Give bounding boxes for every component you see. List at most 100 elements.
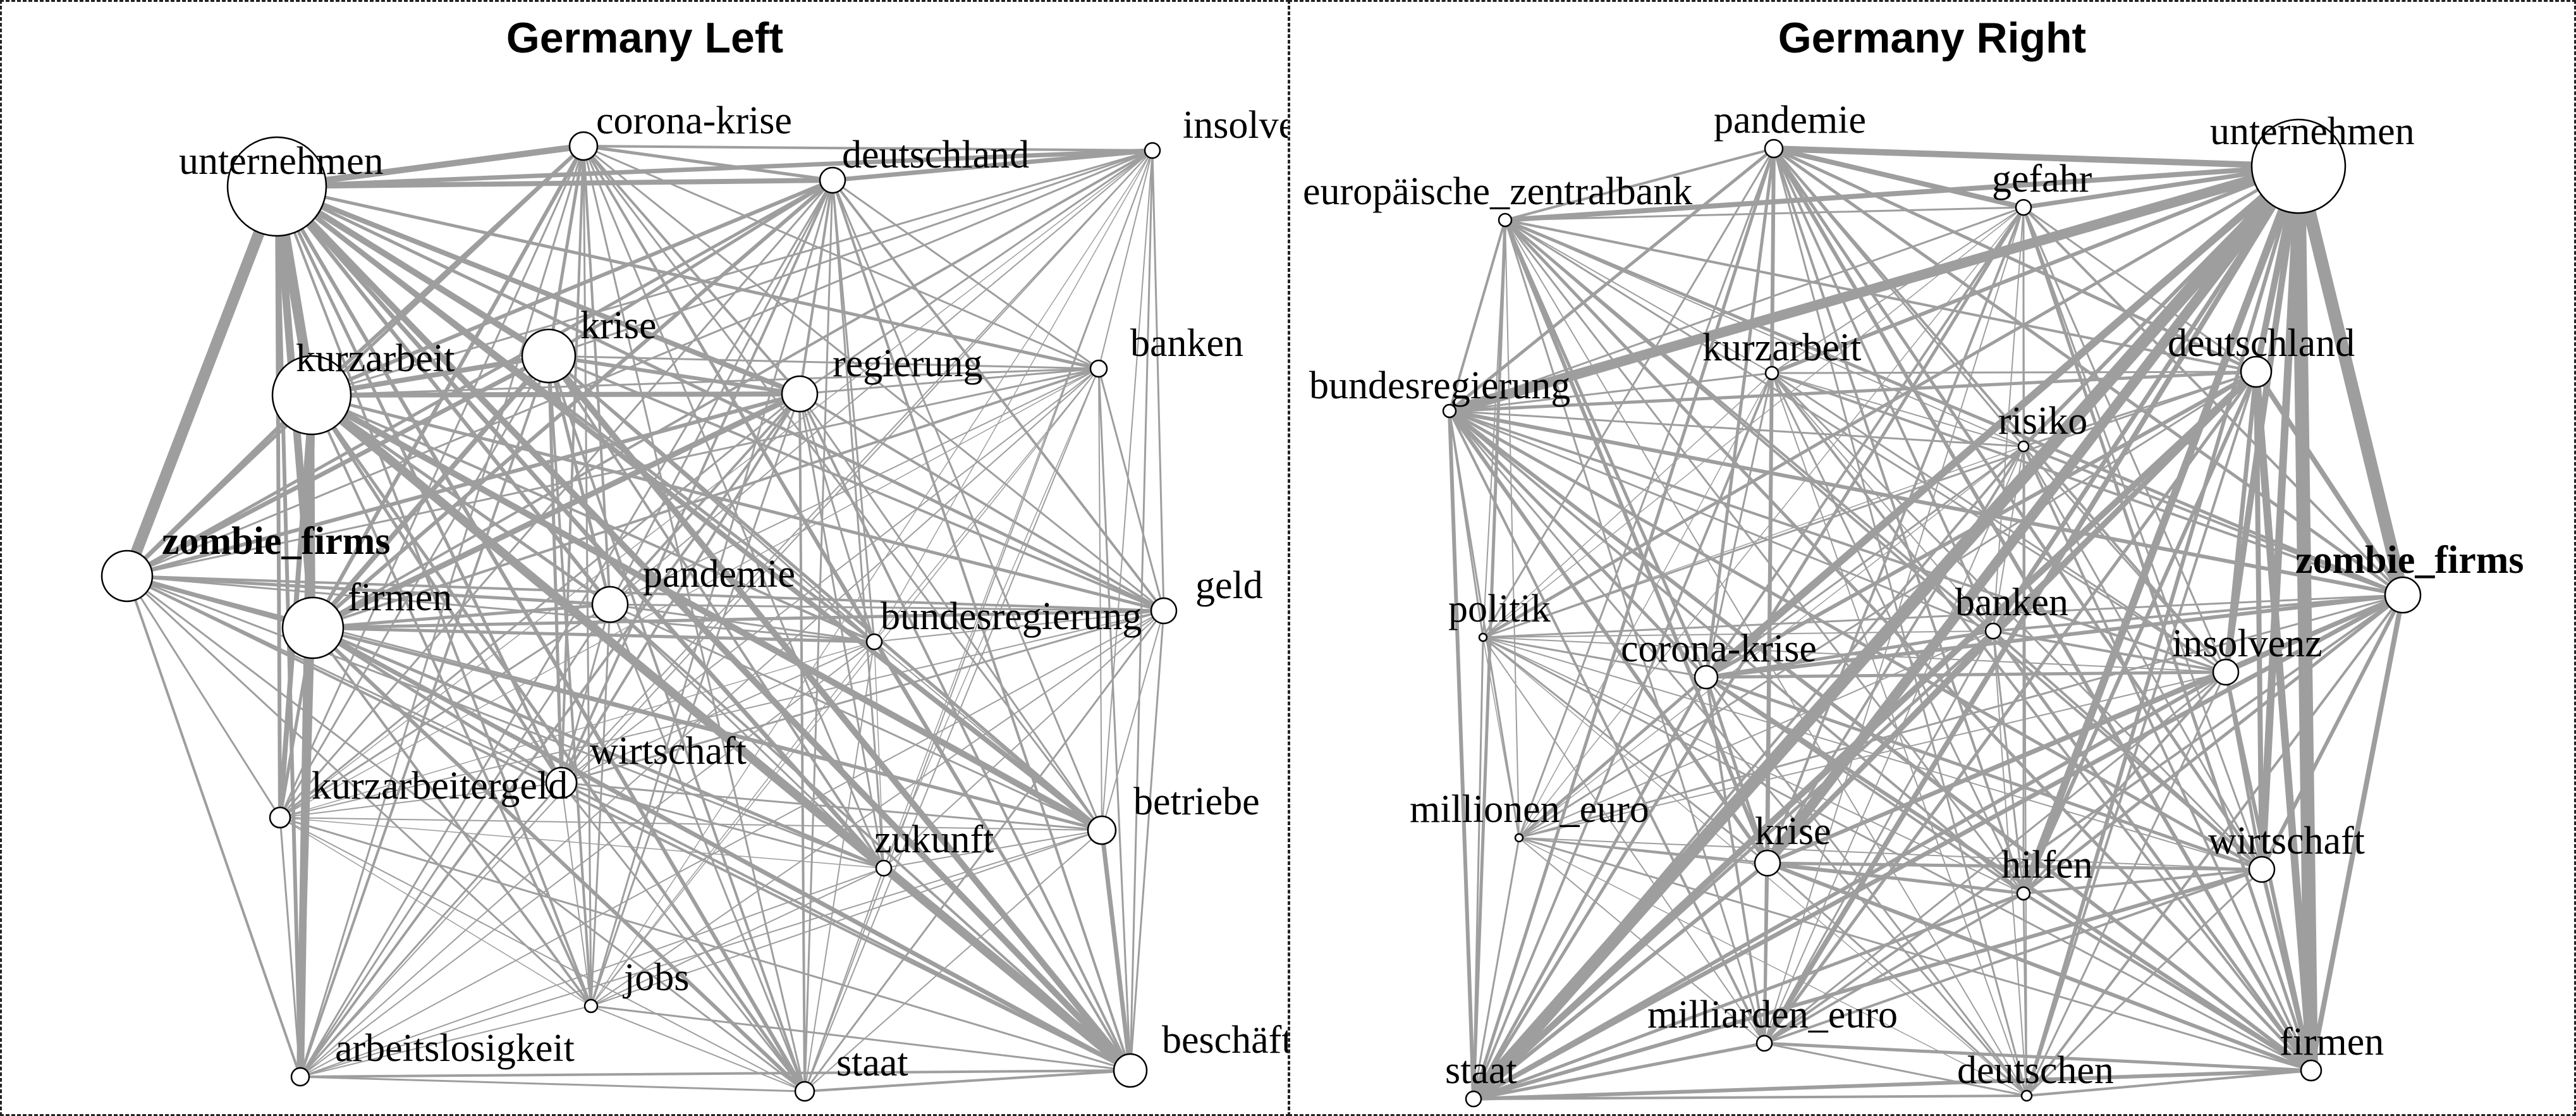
node-firmen bbox=[2300, 1059, 2323, 1082]
edge-besch-ftigte-kurzarbeitergeld bbox=[279, 816, 1132, 1072]
label-bundesregierung: bundesregierung bbox=[881, 595, 1142, 638]
edge-zombie-firms-insolvenz bbox=[126, 149, 1154, 577]
edge-banken-insolvenz bbox=[1098, 150, 1153, 369]
edge-zombie-firms-zukunft bbox=[126, 575, 885, 869]
edge-krise-regierung bbox=[547, 354, 802, 396]
edge-zombie-firms-corona-krise bbox=[125, 144, 585, 578]
edge-unternehmen-insolvenz bbox=[274, 148, 1155, 189]
node-corona-krise bbox=[568, 131, 599, 161]
label-regierung: regierung bbox=[833, 342, 983, 385]
edge-firmen-insolvenz bbox=[312, 149, 1154, 629]
edge-corona-krise-risiko bbox=[1705, 445, 2025, 678]
edge-deutschland-jobs bbox=[590, 179, 834, 1007]
edge-krise-banken bbox=[547, 355, 1100, 370]
node-betriebe bbox=[1087, 815, 1117, 845]
edge-risiko-politik bbox=[1482, 446, 2024, 638]
edge-corona-krise-wirtschaft bbox=[1704, 675, 2264, 871]
node-pandemie bbox=[1764, 138, 1784, 159]
edge-hilfen-milliarden-euro bbox=[1763, 892, 2025, 1045]
label-unternehmen: unternehmen bbox=[179, 140, 384, 183]
edge-geld-banken bbox=[1097, 367, 1165, 612]
node-millionen-euro bbox=[1514, 833, 1524, 843]
label-pandemie: pandemie bbox=[643, 553, 795, 596]
label-deutschen: deutschen bbox=[1957, 1049, 2114, 1092]
edge-zombie-firms-arbeitslosigkeit bbox=[126, 575, 302, 1078]
label-pandemie: pandemie bbox=[1714, 99, 1866, 142]
edge-regierung-staat bbox=[798, 393, 806, 1093]
edge-corona-krise-insolvenz bbox=[1704, 670, 2228, 679]
label-zukunft: zukunft bbox=[874, 818, 994, 861]
edge-europ-ische-zentralbank-gefahr bbox=[1504, 206, 2025, 221]
edge-pandemie-betriebe bbox=[609, 603, 1103, 831]
edge-pandemie-bundesregierung bbox=[1448, 147, 1776, 413]
edge-deutschland-staat bbox=[803, 179, 834, 1093]
edge-wirtschaft-hilfen bbox=[2022, 868, 2263, 895]
edge-risiko-deutschen bbox=[2023, 446, 2027, 1096]
edge-pandemie-corona-krise bbox=[1704, 147, 1776, 679]
edge-krise-politik bbox=[1482, 636, 1769, 864]
edge-unternehmen-betriebe bbox=[274, 184, 1104, 833]
edge-gefahr-millionen-euro bbox=[1518, 207, 2024, 838]
node-zombie-firms bbox=[101, 549, 154, 603]
edge-kurzarbeitergeld-bundesregierung bbox=[279, 641, 875, 818]
edge-milliarden-euro-risiko bbox=[1764, 446, 2024, 1044]
edge-firmen-kurzarbeit bbox=[1771, 372, 2312, 1072]
edge-staat-politik bbox=[1472, 636, 1484, 1100]
label-politik: politik bbox=[1448, 587, 1551, 630]
edge-insolvenz-millionen-euro bbox=[1518, 671, 2226, 838]
node-zombie-firms bbox=[2384, 576, 2422, 614]
edge-staat-firmen bbox=[1472, 1069, 2313, 1101]
edge-bundesregierung-banken bbox=[1448, 410, 1994, 632]
edge-pandemie-bundesregierung bbox=[609, 603, 876, 643]
edge-krise-insolvenz bbox=[547, 149, 1154, 357]
edge-regierung-besch-ftigte bbox=[798, 393, 1132, 1072]
edge-deutschland-kurzarbeitergeld bbox=[279, 179, 834, 819]
edge-unternehmen-bundesregierung bbox=[1444, 161, 2304, 416]
edge-krise-wirtschaft bbox=[547, 354, 563, 785]
edge-pandemie-europ-ische-zentralbank bbox=[1504, 147, 1775, 221]
label-krise: krise bbox=[1755, 810, 1831, 853]
edge-zombie-firms-corona-krise bbox=[1704, 593, 2405, 679]
edge-betriebe-kurzarbeitergeld bbox=[279, 817, 1102, 831]
edge-bundesregierung-insolvenz bbox=[1448, 410, 2227, 673]
edge-firmen-milliarden-euro bbox=[1762, 1041, 2313, 1072]
edge-corona-krise-kurzarbeit bbox=[1705, 372, 1773, 678]
edge-kurzarbeit-risiko bbox=[1771, 372, 2024, 447]
edge-firmen-banken bbox=[1991, 629, 2313, 1072]
node-unternehmen bbox=[2250, 118, 2347, 214]
edge-milliarden-euro-millionen-euro bbox=[1518, 837, 1765, 1044]
edge-geld-insolvenz bbox=[1151, 149, 1165, 612]
label-banken: banken bbox=[1955, 581, 2068, 624]
edge-deutschland-kurzarbeit bbox=[1771, 371, 2257, 374]
edge-unternehmen-banken bbox=[275, 185, 1101, 371]
edge-zombie-firms-kurzarbeit bbox=[1771, 372, 2404, 596]
node-staat bbox=[1465, 1090, 1482, 1108]
edge-zombie-firms-staat bbox=[126, 575, 806, 1093]
edge-firmen-krise bbox=[1766, 861, 2313, 1072]
edge-insolvenz-risiko bbox=[2022, 445, 2227, 673]
edge-unternehmen-banken bbox=[1991, 164, 2301, 634]
node-politik bbox=[1478, 632, 1488, 642]
edge-unternehmen-kurzarbeitergeld bbox=[275, 185, 282, 819]
label-staat: staat bbox=[836, 1041, 908, 1084]
edge-bundesregierung-zombie-firms bbox=[1448, 409, 2405, 597]
edge-zombie-firms-politik bbox=[1482, 594, 2404, 639]
edge-insolvenz-politik bbox=[1482, 637, 2226, 673]
edge-kurzarbeit-banken bbox=[310, 367, 1100, 396]
edge-regierung-zukunft bbox=[798, 393, 885, 869]
edge-pandemie-zombie-firms bbox=[1772, 147, 2405, 597]
edge-betriebe-zukunft bbox=[883, 830, 1102, 869]
node-kurzarbeit bbox=[1764, 365, 1779, 381]
label-corona-krise: corona-krise bbox=[596, 99, 792, 142]
edge-europ-ische-zentralbank-millionen-euro bbox=[1505, 219, 1520, 838]
edge-banken-arbeitslosigkeit bbox=[300, 368, 1099, 1077]
edge-corona-krise-politik bbox=[1482, 636, 1707, 678]
edge-bundesregierung-kurzarbeit bbox=[1448, 372, 1773, 412]
network-graph-right: pandemie unternehmen gefahr europäische_zen… bbox=[1303, 99, 2524, 1108]
edge-staat-kurzarbeitergeld bbox=[279, 817, 805, 1092]
edge-besch-ftigte-staat bbox=[803, 1069, 1132, 1093]
edge-staat-banken bbox=[804, 368, 1099, 1092]
edge-staat-insolvenz bbox=[1472, 670, 2228, 1101]
edge-krise-banken bbox=[1766, 630, 1994, 864]
edge-banken-gefahr bbox=[1993, 207, 2024, 632]
